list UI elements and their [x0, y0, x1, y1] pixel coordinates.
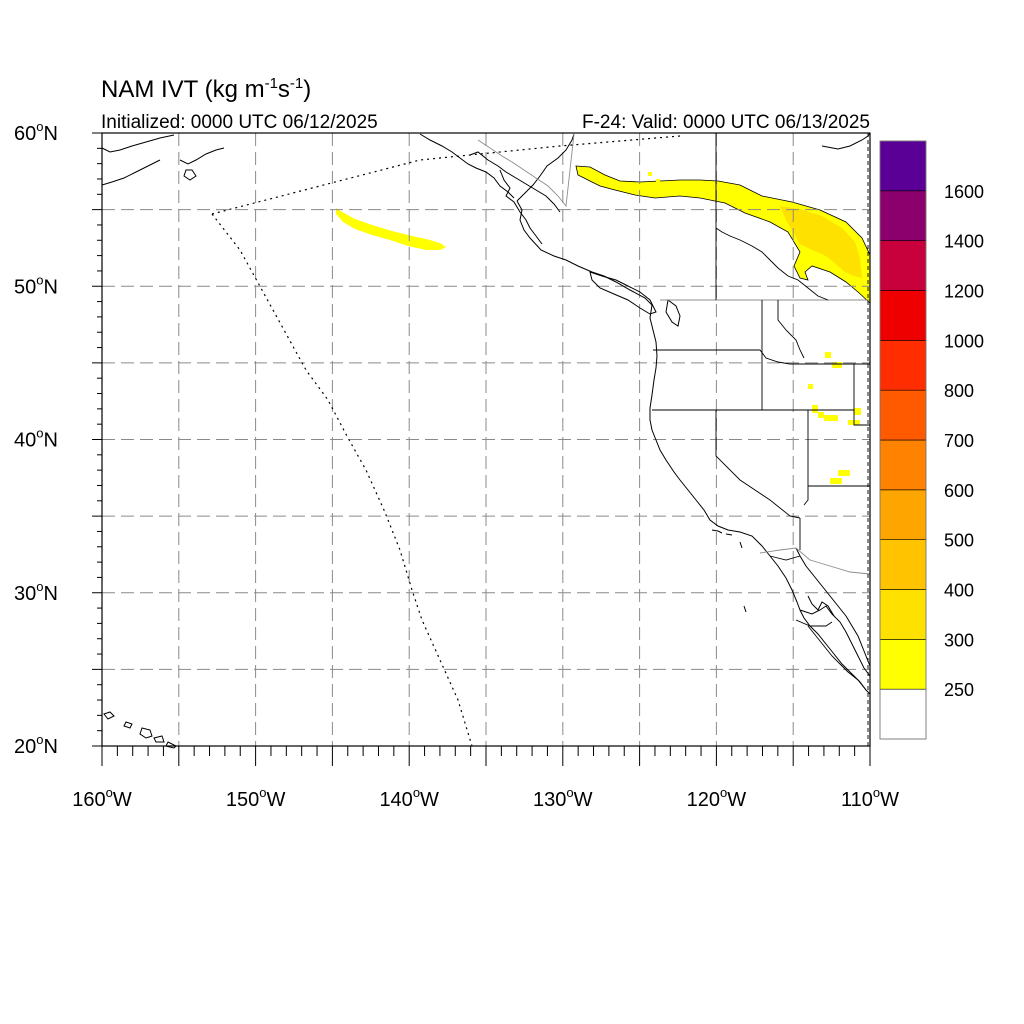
ivt-offshore-filament — [336, 208, 446, 250]
lon-tick-label: 160oW — [72, 785, 132, 811]
hawaii-coastline — [103, 711, 177, 749]
colorbar-swatch — [879, 639, 927, 690]
ivt-canada-plume — [575, 165, 871, 304]
colorbar-frame — [879, 140, 927, 740]
colorbar-swatch — [879, 589, 927, 640]
lon-tick-label: 110oW — [841, 785, 899, 811]
state-borders — [652, 133, 870, 550]
colorbar-swatch — [879, 240, 927, 291]
colorbar: 250 300 400 500 600 700 800 1000 1200 1400 1600 — [879, 140, 984, 740]
colorbar-swatch — [879, 290, 927, 341]
west-coast-coastline — [516, 132, 871, 695]
colorbar-label: 500 — [944, 531, 974, 551]
colorbar-swatch — [879, 539, 927, 590]
ivt-patch — [838, 470, 850, 476]
ivt-patch — [808, 384, 813, 389]
colorbar-swatch — [879, 688, 927, 740]
axis-ticks — [92, 132, 871, 766]
lat-tick-label: 30oN — [14, 579, 58, 605]
colorbar-swatch — [879, 190, 927, 241]
colorado-river-mouth — [807, 595, 835, 617]
colorbar-swatch — [879, 439, 927, 491]
valid-time-label: F-24: Valid: 0000 UTC 06/13/2025 — [582, 112, 870, 133]
alaska-canada-border — [477, 133, 575, 208]
ivt-patch — [824, 415, 838, 421]
coastlines — [101, 132, 871, 749]
colorbar-label: 250 — [944, 680, 974, 700]
mexico-state-borders — [769, 555, 867, 691]
lat-tick-label: 50oN — [14, 272, 58, 298]
colorbar-swatch — [879, 389, 927, 441]
map-title: NAM IVT (kg m-1s-1) — [101, 75, 311, 103]
lat-tick-label: 20oN — [14, 732, 58, 758]
lat-tick-label: 40oN — [14, 426, 58, 452]
ivt-patch — [648, 172, 652, 176]
ivt-patch — [825, 352, 831, 358]
colorbar-label: 1400 — [944, 232, 984, 252]
colorbar-swatch — [879, 140, 927, 192]
ivt-patch — [656, 179, 660, 183]
colorbar-label: 1200 — [944, 282, 984, 302]
ivt-patch — [830, 478, 842, 484]
colorbar-label: 400 — [944, 581, 974, 601]
vancouver-island-coastline — [589, 271, 681, 327]
lon-tick-label: 130oW — [533, 785, 593, 811]
ivt-patch — [818, 412, 824, 418]
lon-tick-label: 140oW — [379, 785, 439, 811]
longitude-labels: 160oW 150oW 140oW 130oW 120oW 110oW — [72, 785, 899, 811]
ivt-shading — [336, 165, 871, 484]
us-mexico-border — [759, 547, 871, 575]
channel-islands — [711, 529, 747, 613]
lat-tick-label: 60oN — [14, 119, 58, 145]
colorbar-swatch — [879, 489, 927, 540]
map-panel — [101, 132, 871, 749]
maritime-boundary-dotted — [211, 135, 681, 747]
colorbar-label: 300 — [944, 630, 974, 650]
political-borders — [477, 133, 871, 746]
ivt-patch — [854, 408, 861, 415]
lon-tick-label: 120oW — [687, 785, 747, 811]
colorbar-label: 600 — [944, 481, 974, 501]
ivt-patch — [832, 362, 842, 368]
ivt-patch — [812, 405, 818, 413]
colorbar-label: 700 — [944, 431, 974, 451]
initialized-label: Initialized: 0000 UTC 06/12/2025 — [101, 112, 378, 133]
ivt-canada-plume-core — [780, 206, 862, 278]
latitude-labels: 60oN 50oN 40oN 30oN 20oN — [14, 119, 58, 758]
map-gridlines — [102, 133, 870, 746]
colorbar-swatch — [879, 340, 927, 391]
colorbar-label: 1600 — [944, 182, 984, 202]
alaska-coastline — [101, 133, 561, 245]
lon-tick-label: 150oW — [226, 785, 286, 811]
colorbar-label: 1000 — [944, 331, 984, 351]
colorbar-label: 800 — [944, 381, 974, 401]
